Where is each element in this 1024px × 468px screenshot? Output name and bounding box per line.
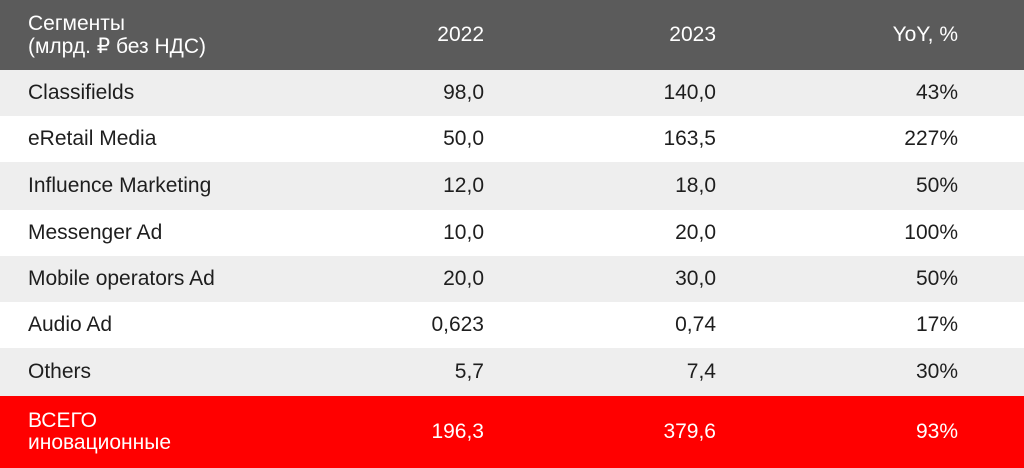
row-value-2023: 30,0 xyxy=(675,267,716,290)
table-row: eRetail Media 50,0 163,5 227% xyxy=(0,116,1024,162)
row-yoy: 17% xyxy=(915,313,958,336)
row-segment: Influence Marketing xyxy=(28,174,212,197)
row-value-2022: 12,0 xyxy=(443,174,484,197)
row-value-2022: 10,0 xyxy=(443,221,484,244)
row-segment: Mobile operators Ad xyxy=(28,267,215,290)
row-yoy: 100% xyxy=(904,221,958,244)
row-segment: Audio Ad xyxy=(28,313,113,336)
table-row: Others 5,7 7,4 30% xyxy=(0,348,1024,396)
header-segment-title: Сегменты xyxy=(28,12,125,35)
total-value-2022: 196,3 xyxy=(431,420,484,443)
row-yoy: 50% xyxy=(915,267,958,290)
row-value-2023: 0,74 xyxy=(675,313,716,336)
header-segment: Сегменты (млрд. ₽ без НДС) xyxy=(28,0,388,70)
row-segment: Others xyxy=(28,360,92,383)
total-label-subtitle: иновационные xyxy=(28,431,172,454)
row-yoy: 30% xyxy=(915,360,958,383)
total-row: ВСЕГО иновационные 196,3 379,6 93% xyxy=(0,396,1024,468)
row-value-2023: 7,4 xyxy=(686,360,716,383)
table-row: Mobile operators Ad 20,0 30,0 50% xyxy=(0,256,1024,302)
row-value-2023: 20,0 xyxy=(675,221,716,244)
row-value-2022: 50,0 xyxy=(443,127,484,150)
row-yoy: 227% xyxy=(904,127,958,150)
total-yoy: 93% xyxy=(915,420,958,443)
total-value-2023: 379,6 xyxy=(663,420,716,443)
header-segment-unit: (млрд. ₽ без НДС) xyxy=(28,35,207,58)
row-segment: eRetail Media xyxy=(28,127,157,150)
row-value-2022: 5,7 xyxy=(454,360,484,383)
total-label: ВСЕГО иновационные xyxy=(28,396,388,468)
header-yoy: YoY, % xyxy=(892,23,958,46)
table-row: Audio Ad 0,623 0,74 17% xyxy=(0,302,1024,348)
row-yoy: 50% xyxy=(915,174,958,197)
table-row: Messenger Ad 10,0 20,0 100% xyxy=(0,210,1024,256)
row-yoy: 43% xyxy=(915,81,958,104)
table-header: Сегменты (млрд. ₽ без НДС) 2022 2023 YoY… xyxy=(0,0,1024,70)
header-2022: 2022 xyxy=(437,23,484,46)
header-2023: 2023 xyxy=(669,23,716,46)
row-value-2022: 98,0 xyxy=(443,81,484,104)
row-value-2023: 163,5 xyxy=(663,127,716,150)
row-value-2022: 20,0 xyxy=(443,267,484,290)
row-value-2022: 0,623 xyxy=(431,313,484,336)
row-value-2023: 140,0 xyxy=(663,81,716,104)
row-segment: Messenger Ad xyxy=(28,221,163,244)
row-value-2023: 18,0 xyxy=(675,174,716,197)
row-segment: Classifields xyxy=(28,81,135,104)
table-row: Influence Marketing 12,0 18,0 50% xyxy=(0,162,1024,210)
table-row: Classifields 98,0 140,0 43% xyxy=(0,70,1024,116)
total-label-title: ВСЕГО xyxy=(28,409,98,432)
